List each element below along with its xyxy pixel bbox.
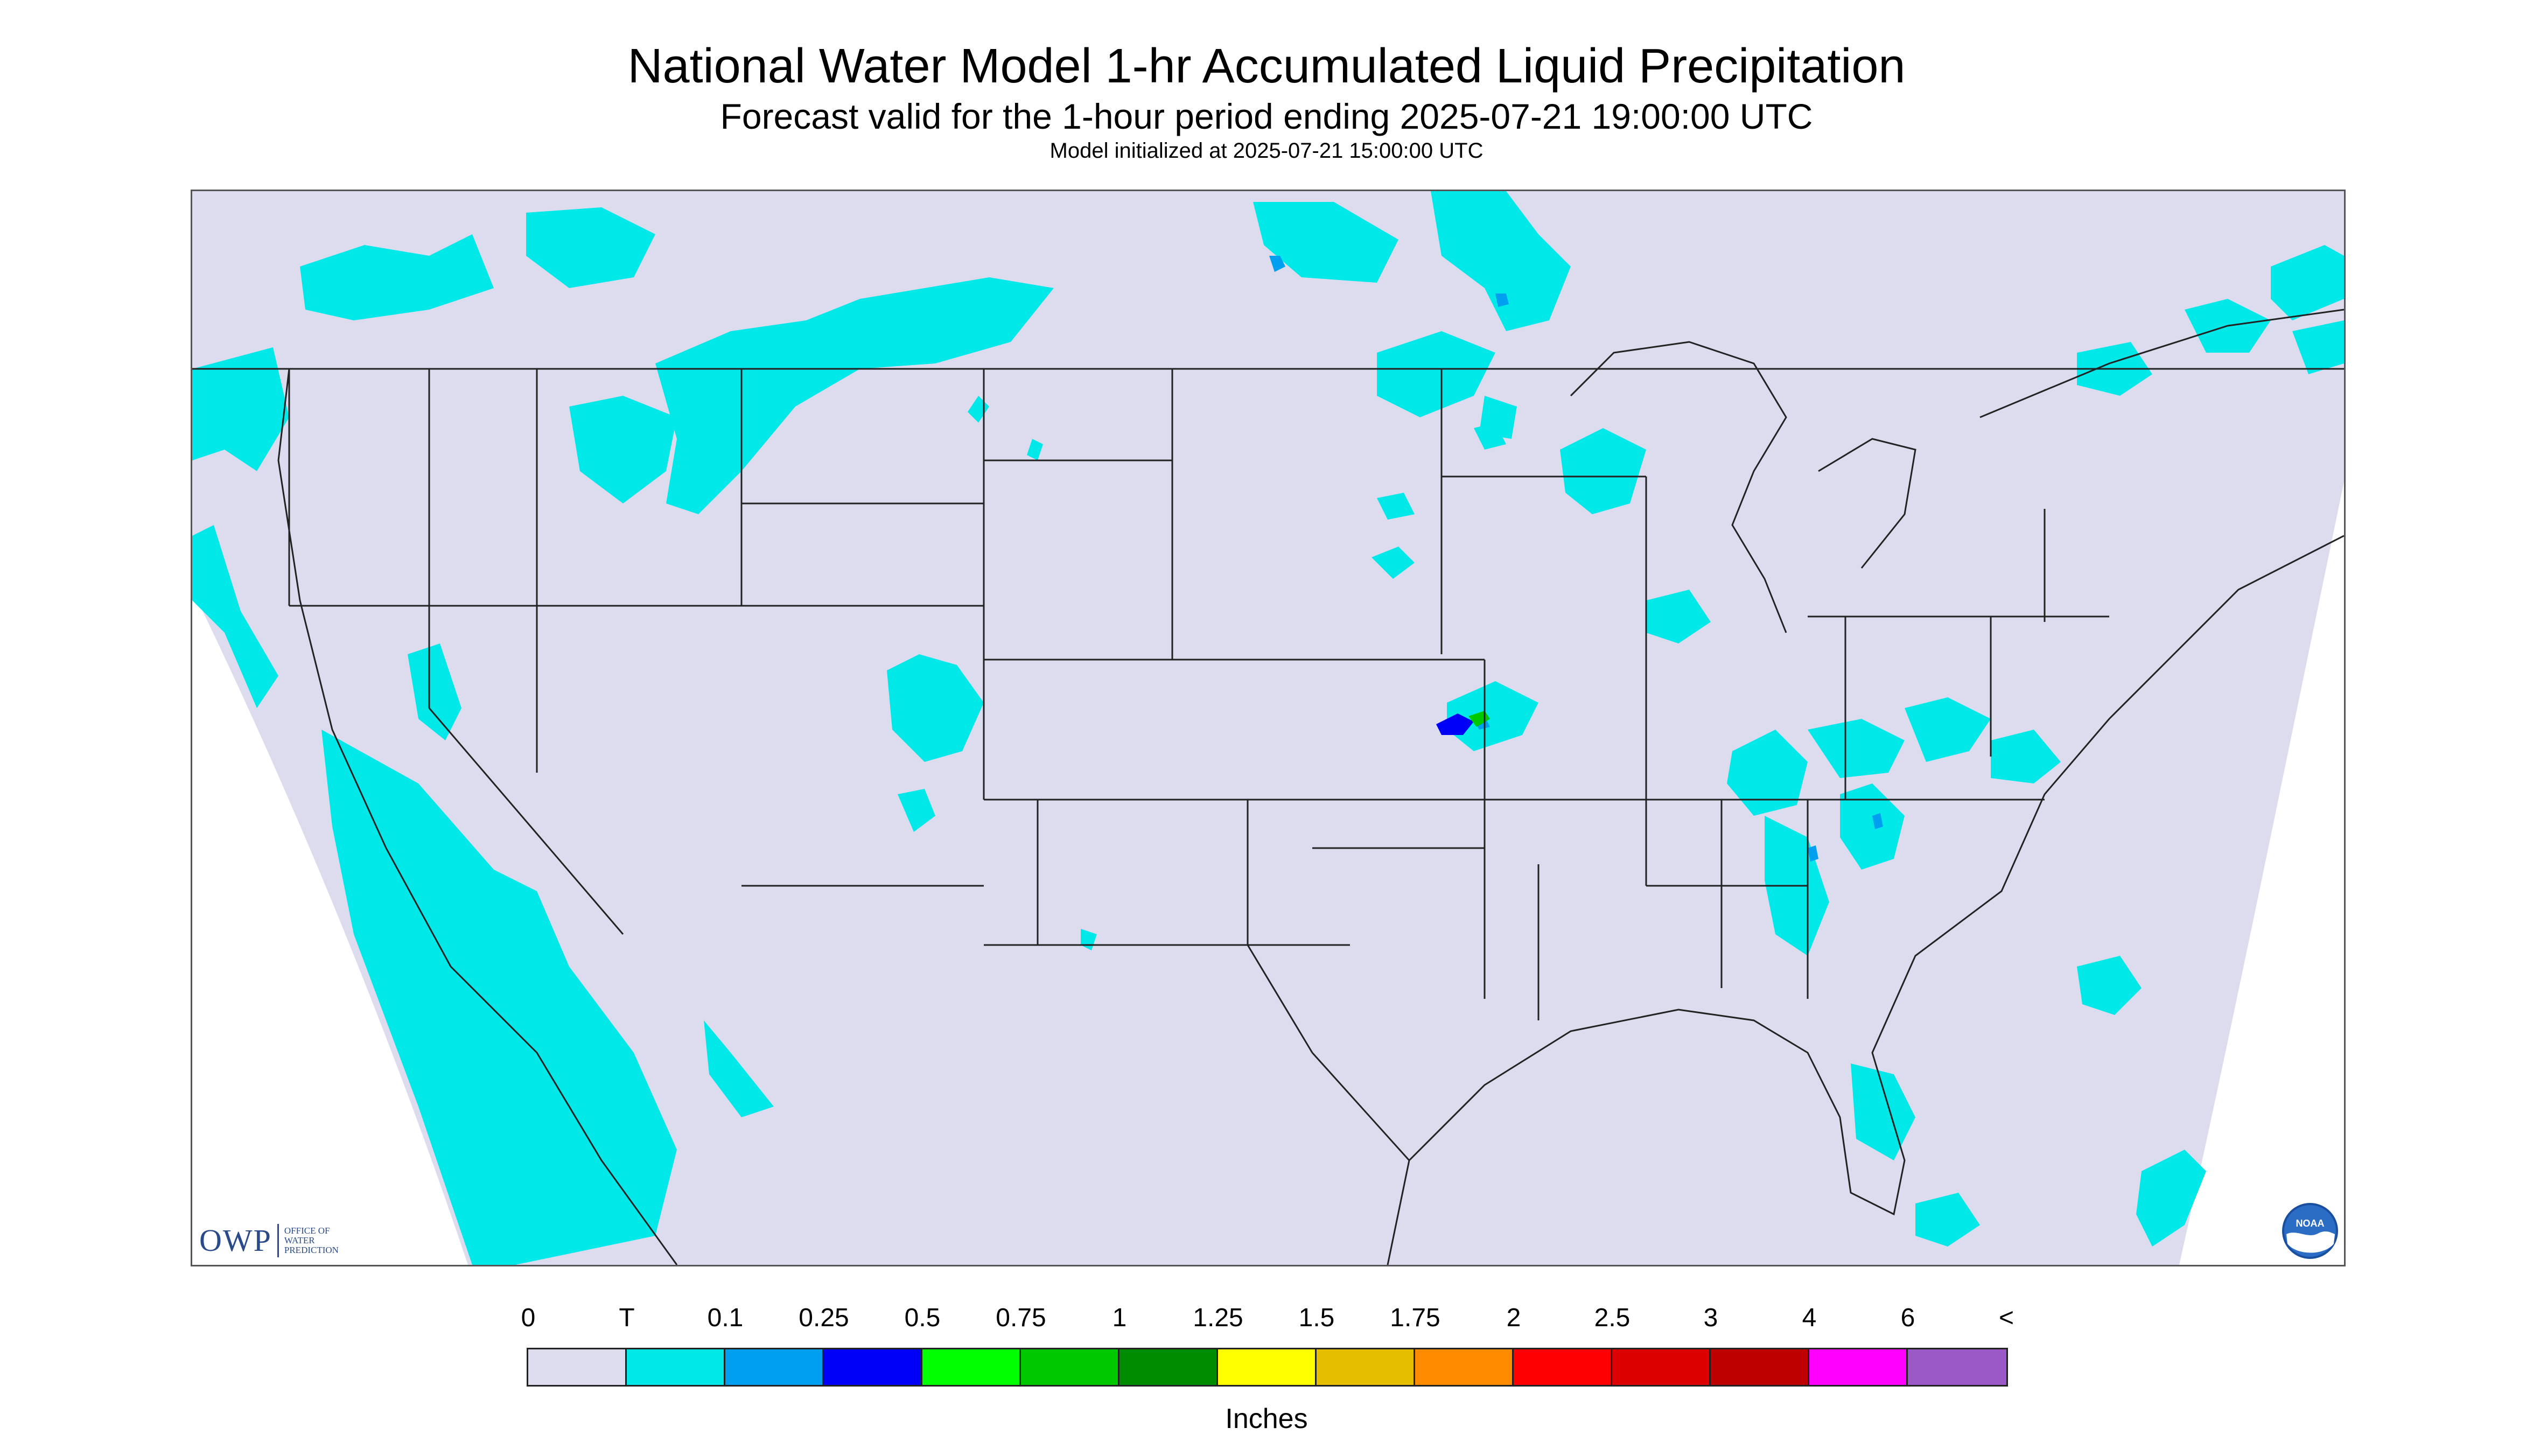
legend-tick-label: 1.75	[1390, 1304, 1440, 1332]
legend-tick-label: 3	[1703, 1304, 1718, 1332]
legend-swatch	[1415, 1349, 1514, 1385]
legend-swatch	[1317, 1349, 1415, 1385]
model-init-time: Model initialized at 2025-07-21 15:00:00…	[1049, 139, 1484, 163]
legend-swatch	[627, 1349, 725, 1385]
legend-swatch	[725, 1349, 824, 1385]
legend-swatch	[1119, 1349, 1218, 1385]
legend-swatch	[1021, 1349, 1119, 1385]
map-title: National Water Model 1-hr Accumulated Li…	[627, 39, 1906, 93]
state-borders	[192, 368, 2344, 1265]
legend-swatch	[824, 1349, 922, 1385]
map-subtitle: Forecast valid for the 1-hour period end…	[720, 96, 1813, 136]
legend-tick-label: <	[1998, 1304, 2014, 1332]
coastlines	[277, 309, 2344, 1265]
legend-swatch	[1711, 1349, 1809, 1385]
legend-swatch	[1218, 1349, 1317, 1385]
legend-colorbar	[527, 1348, 2008, 1387]
owp-logo-letters: OWP	[199, 1223, 272, 1258]
legend-swatch	[922, 1349, 1021, 1385]
owp-logo-line-1: OFFICE OF	[284, 1225, 330, 1236]
legend-units: Inches	[1225, 1403, 1308, 1434]
owp-logo-line-2: WATER	[284, 1235, 315, 1245]
noaa-logo-icon: NOAA	[2282, 1203, 2338, 1259]
legend-swatch	[1809, 1349, 1908, 1385]
precip-trace-areas	[192, 191, 2344, 1265]
legend-swatch	[1908, 1349, 2006, 1385]
precipitation-map	[191, 190, 2346, 1266]
legend-swatch	[1612, 1349, 1711, 1385]
legend-tick-label: 0	[521, 1304, 536, 1332]
legend-swatch	[528, 1349, 627, 1385]
legend-tick-label: 4	[1802, 1304, 1817, 1332]
legend-tick-label: 1.25	[1193, 1304, 1243, 1332]
legend-tick-label: T	[619, 1304, 635, 1332]
legend-tick-label: 1.5	[1298, 1304, 1335, 1332]
legend-tick-label: 2	[1506, 1304, 1521, 1332]
legend-tick-label: 1	[1112, 1304, 1127, 1332]
legend-tick-label: 0.75	[996, 1304, 1046, 1332]
legend-tick-label: 6	[1900, 1304, 1915, 1332]
legend-tick-label: 0.5	[904, 1304, 941, 1332]
legend-tick-label: 0.25	[799, 1304, 849, 1332]
legend-swatch	[1514, 1349, 1612, 1385]
noaa-logo-text: NOAA	[2296, 1218, 2325, 1229]
legend-tick-label: 2.5	[1594, 1304, 1631, 1332]
owp-logo-subtitle: OFFICE OF WATER PREDICTION	[284, 1226, 360, 1255]
legend-tick-labels: 0 T 0.1 0.25 0.5 0.75 1 1.25 1.5 1.75 2 2.5 3 4 6 <	[0, 1303, 2533, 1335]
owp-logo: OWP OFFICE OF WATER PREDICTION	[199, 1222, 360, 1258]
owp-logo-line-3: PREDICTION	[284, 1244, 339, 1255]
legend-tick-label: 0.1	[707, 1304, 744, 1332]
owp-logo-divider	[277, 1223, 279, 1257]
